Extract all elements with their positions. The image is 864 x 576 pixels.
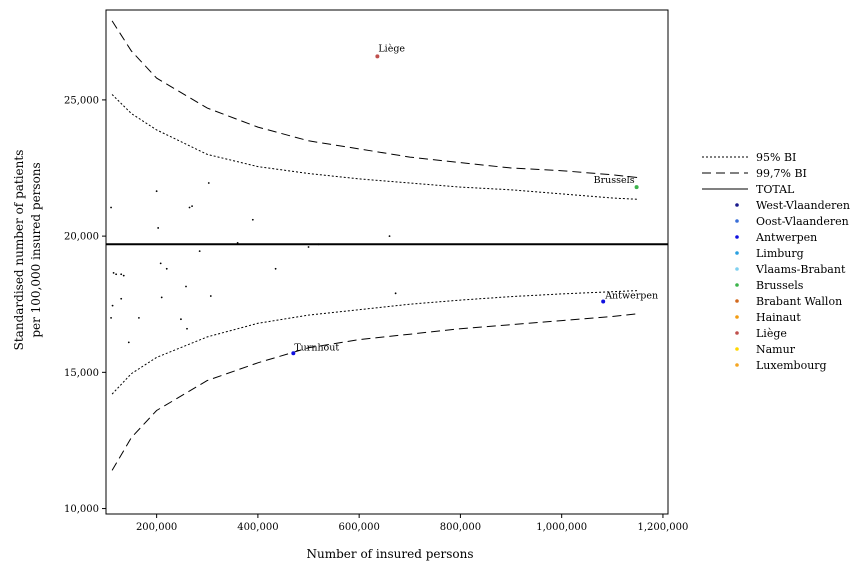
y-tick-label-2: 20,000 <box>64 232 99 243</box>
small-point-27 <box>127 341 130 344</box>
small-point-25 <box>138 316 140 319</box>
legend-label-12: Namur <box>756 343 796 356</box>
small-point-14 <box>388 235 391 238</box>
small-point-0 <box>110 206 112 209</box>
legend-label-8: Brussels <box>756 279 804 292</box>
legend-label-5: Antwerpen <box>755 231 817 244</box>
band-3 <box>111 313 638 471</box>
small-point-5 <box>157 227 160 229</box>
legend-swatch-9 <box>735 299 739 303</box>
legend-swatch-3 <box>735 203 739 207</box>
small-point-13 <box>317 243 320 246</box>
x-tick-label-4: 1,000,000 <box>536 522 587 533</box>
y-tick-label-1: 15,000 <box>64 368 99 379</box>
y-tick-label-0: 10,000 <box>64 504 99 515</box>
legend-swatch-5 <box>735 235 739 239</box>
band-2 <box>111 20 638 178</box>
point-label-3: Turnhout <box>294 342 339 353</box>
point-label-0: Liège <box>378 43 405 54</box>
small-point-20 <box>120 297 123 300</box>
small-point-1 <box>111 304 114 307</box>
legend-swatch-8 <box>735 283 739 287</box>
y-axis: 10,000 15,000 20,000 25,000 <box>64 95 106 515</box>
small-point-4 <box>155 190 158 193</box>
small-point-16 <box>165 267 168 270</box>
small-point-9 <box>251 218 254 221</box>
point-labels: Liège Brussels Antwerpen Turnhout <box>294 43 658 353</box>
small-point-7 <box>191 205 193 208</box>
small-point-18 <box>274 267 277 270</box>
point-label-1: Brussels <box>594 175 635 186</box>
legend-swatch-10 <box>735 315 739 319</box>
legend: 95% BI 99,7% BI TOTAL West-Vlaanderen Oost-V… <box>702 151 850 372</box>
small-point-21 <box>160 296 163 299</box>
small-point-6 <box>188 206 191 209</box>
legend-swatch-13 <box>735 363 739 367</box>
y-axis-title-line2: per 100,000 insured persons <box>29 162 43 337</box>
small-point-28 <box>186 327 188 330</box>
small-point-19 <box>112 271 115 274</box>
small-point-29 <box>120 273 123 276</box>
small-point-15 <box>159 262 162 265</box>
legend-label-4: Oost-Vlaanderen <box>756 215 849 228</box>
small-point-26 <box>180 318 182 321</box>
legend-label-10: Hainaut <box>756 311 801 324</box>
x-tick-label-2: 600,000 <box>338 522 379 533</box>
x-tick-label-1: 400,000 <box>237 522 278 533</box>
small-point-12 <box>307 246 310 248</box>
highlight-point-3 <box>291 351 296 356</box>
small-point-11 <box>198 250 201 253</box>
small-point-8 <box>207 182 210 184</box>
small-point-23 <box>394 292 397 295</box>
legend-label-13: Luxembourg <box>756 359 827 372</box>
x-tick-label-3: 800,000 <box>440 522 481 533</box>
legend-label-1: 99,7% BI <box>756 167 807 180</box>
small-point-24 <box>110 316 112 319</box>
legend-swatch-4 <box>735 219 739 223</box>
legend-label-6: Limburg <box>756 247 804 260</box>
small-point-10 <box>236 242 239 244</box>
highlight-point-1 <box>634 185 639 190</box>
legend-swatch-6 <box>735 251 739 255</box>
legend-swatch-7 <box>735 267 739 271</box>
y-tick-label-3: 25,000 <box>64 95 99 106</box>
highlight-point-2 <box>601 299 606 304</box>
data-points <box>110 54 639 356</box>
legend-swatch-12 <box>735 347 739 351</box>
confidence-bands <box>111 20 638 471</box>
small-point-17 <box>185 285 187 288</box>
x-axis-title: Number of insured persons <box>307 547 474 561</box>
legend-label-0: 95% BI <box>756 151 796 164</box>
x-axis: 200,000 400,000 600,000 800,000 1,000,000 1,2… <box>136 514 688 533</box>
plot-frame <box>105 9 669 515</box>
highlight-point-0 <box>375 54 380 59</box>
legend-label-2: TOTAL <box>756 183 795 196</box>
legend-label-3: West-Vlaanderen <box>756 199 850 212</box>
point-label-2: Antwerpen <box>604 291 658 302</box>
small-point-2 <box>115 273 118 276</box>
small-point-22 <box>209 295 212 297</box>
small-point-3 <box>122 274 125 277</box>
y-axis-title-line1: Standardised number of patients <box>12 150 26 351</box>
legend-label-11: Liège <box>756 327 787 340</box>
band-0 <box>111 94 638 200</box>
legend-label-7: Vlaams-Brabant <box>755 263 846 276</box>
x-tick-label-5: 1,200,000 <box>637 522 688 533</box>
legend-label-9: Brabant Wallon <box>756 295 842 308</box>
x-tick-label-0: 200,000 <box>136 522 177 533</box>
legend-swatch-11 <box>735 331 739 335</box>
